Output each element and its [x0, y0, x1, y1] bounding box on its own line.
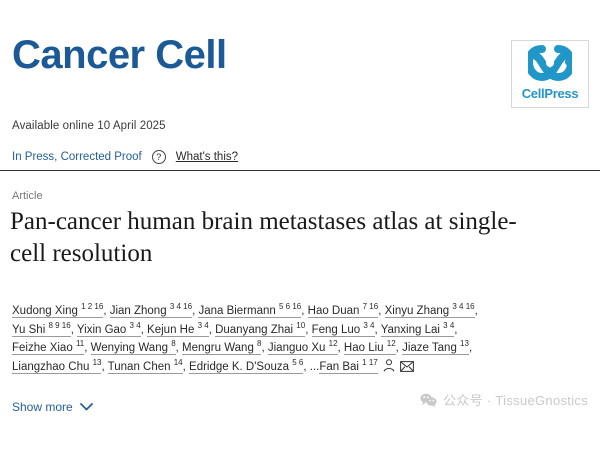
watermark: 公众号 · TissueGnostics — [420, 390, 588, 409]
author-affiliation-marker: 13 — [92, 357, 102, 367]
header-divider — [0, 170, 600, 171]
person-icon[interactable] — [383, 358, 395, 372]
author-name[interactable]: Jian Zhong 3 4 16 — [109, 302, 193, 318]
whats-this-link[interactable]: What's this? — [175, 151, 239, 163]
author-separator: , — [374, 323, 381, 336]
author-separator: , — [101, 360, 108, 373]
show-more-label: Show more — [12, 400, 73, 414]
author-affiliation-marker: 8 9 16 — [48, 320, 71, 330]
author-name[interactable]: Fan Bai 1 17 — [319, 357, 378, 374]
author-name[interactable]: Edridge K. D'Souza 5 6 — [189, 357, 304, 374]
author-name[interactable]: Jana Biermann 5 6 16 — [198, 302, 302, 318]
author-name[interactable]: Xudong Xing 1 2 16 — [12, 302, 104, 318]
author-affiliation-marker: 11 — [75, 339, 85, 349]
page-title: Pan-cancer human brain metastases atlas … — [10, 208, 517, 267]
author-name[interactable]: Feizhe Xiao 11 — [12, 339, 85, 355]
author-affiliation-marker: 3 4 — [197, 320, 209, 330]
author-affiliation-marker: 12 — [328, 339, 338, 349]
watermark-text: 公众号 · TissueGnostics — [443, 393, 588, 408]
author-affiliation-marker: 1 2 16 — [81, 302, 104, 312]
author-name[interactable]: Yixin Gao 3 4 — [76, 320, 141, 337]
wechat-icon — [420, 393, 437, 407]
journal-title-logo[interactable]: Cancer Cell — [12, 33, 227, 77]
author-name[interactable]: Duanyang Zhai 10 — [215, 320, 306, 337]
author-name[interactable]: Yanxing Lai 3 4 — [380, 320, 455, 337]
author-name[interactable]: Kejun He 3 4 — [147, 320, 209, 337]
author-affiliation-marker: 3 4 16 — [452, 302, 475, 312]
author-affiliation-marker: 5 6 16 — [279, 302, 302, 312]
author-name[interactable]: Hao Duan 7 16 — [307, 302, 379, 318]
author-affiliation-marker: 8 — [257, 339, 262, 349]
author-separator: , — [103, 305, 110, 317]
author-affiliation-marker: 8 — [171, 339, 176, 349]
author-name[interactable]: Hao Liu 12 — [343, 339, 396, 355]
author-name[interactable]: Tunan Chen 14 — [107, 357, 183, 374]
author-separator: , — [182, 360, 190, 373]
author-affiliation-marker: 12 — [386, 339, 396, 349]
author-affiliation-marker: 3 4 — [363, 320, 375, 330]
author-separator: , — [468, 342, 476, 354]
author-affiliation-marker: 10 — [296, 320, 306, 330]
author-name[interactable]: Mengru Wang 8 — [182, 339, 262, 355]
author-affiliation-marker: 3 4 16 — [169, 302, 193, 312]
author-affiliation-marker: 5 6 — [292, 357, 304, 367]
author-separator: , — [70, 323, 77, 336]
author-affiliation-marker: 3 4 — [129, 320, 141, 330]
cellpress-logo-icon — [524, 45, 576, 82]
chevron-down-icon — [79, 403, 93, 411]
author-name[interactable]: Feng Luo 3 4 — [311, 320, 375, 337]
author-line: Feizhe Xiao 11, Wenying Wang 8, Mengru W… — [12, 339, 590, 358]
author-affiliation-marker: 13 — [460, 339, 469, 349]
author-list: Xudong Xing 1 2 16, Jian Zhong 3 4 16, J… — [12, 302, 590, 376]
question-mark-icon[interactable]: ? — [151, 150, 166, 164]
author-name[interactable]: Jianguo Xu 12 — [267, 339, 338, 355]
author-name[interactable]: Jiaze Tang 13 — [402, 339, 469, 355]
author-affiliation-marker: 1 17 — [362, 357, 378, 367]
author-list-ellipsis: ... — [309, 360, 320, 373]
cellpress-wordmark: CellPress — [521, 86, 579, 101]
author-affiliation-marker: 7 16 — [362, 302, 379, 312]
author-line: Liangzhao Chu 13, Tunan Chen 14, Edridge… — [12, 358, 590, 377]
author-separator: , — [395, 342, 403, 354]
show-more-button[interactable]: Show more — [12, 400, 93, 414]
envelope-icon[interactable] — [399, 360, 414, 372]
author-separator: , — [474, 305, 481, 317]
author-separator: , — [84, 342, 91, 354]
journal-masthead: Cancer Cell Available online 10 April 20… — [0, 10, 600, 170]
author-line: Xudong Xing 1 2 16, Jian Zhong 3 4 16, J… — [12, 302, 590, 321]
availability-date: Available online 10 April 2025 — [12, 120, 166, 132]
article-type-label: Article — [12, 190, 43, 202]
author-separator: , — [454, 323, 461, 336]
author-separator: , — [305, 323, 312, 336]
author-name[interactable]: Liangzhao Chu 13 — [12, 357, 102, 374]
author-separator: , — [140, 323, 148, 336]
author-separator: , — [378, 305, 385, 317]
author-affiliation-marker: 3 4 — [443, 320, 455, 330]
author-name[interactable]: Xinyu Zhang 3 4 16 — [384, 302, 475, 318]
author-separator: , — [192, 305, 199, 317]
author-affiliation-marker: 14 — [173, 357, 183, 367]
author-separator: , — [301, 305, 308, 317]
cellpress-publisher-badge[interactable]: CellPress — [511, 40, 589, 108]
author-separator: , — [261, 342, 268, 354]
author-separator: , — [337, 342, 344, 354]
author-line: Yu Shi 8 9 16, Yixin Gao 3 4, Kejun He 3… — [12, 321, 590, 340]
status-badge: In Press, Corrected Proof — [12, 151, 142, 163]
author-separator: , — [175, 342, 183, 354]
author-name[interactable]: Yu Shi 8 9 16 — [12, 320, 71, 337]
publication-status-row: In Press, Corrected Proof ? What's this? — [12, 150, 238, 164]
author-separator: , — [303, 360, 310, 373]
author-separator: , — [208, 323, 216, 336]
author-name[interactable]: Wenying Wang 8 — [90, 339, 176, 355]
